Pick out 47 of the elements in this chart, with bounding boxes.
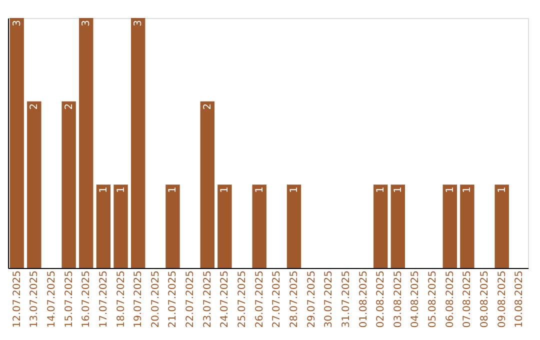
data-label: 1: [98, 186, 110, 194]
x-tick-label: 17.07.2025: [98, 270, 110, 328]
data-label: 2: [64, 103, 75, 110]
data-label: 1: [496, 186, 508, 194]
x-tick-label: 05.08.2025: [428, 270, 439, 328]
x-tick-label: 23.07.2025: [202, 270, 214, 328]
x-tick-label: 22.07.2025: [185, 270, 196, 328]
x-tick-label: 18.07.2025: [116, 270, 127, 328]
data-label: 1: [392, 186, 404, 194]
data-label: 1: [254, 186, 266, 194]
x-tick-label: 04.08.2025: [410, 270, 422, 328]
x-tick-label: 30.07.2025: [324, 270, 335, 328]
x-tick-label: 20.07.2025: [150, 270, 162, 328]
data-label: 1: [376, 186, 387, 194]
x-tick-label: 21.07.2025: [168, 270, 179, 328]
data-label: 2: [202, 103, 214, 110]
x-tick-label: 27.07.2025: [272, 270, 283, 328]
data-label: 3: [81, 20, 92, 26]
x-tick-label: 01.08.2025: [358, 270, 370, 328]
data-label: 1: [220, 186, 231, 194]
x-tick-label: 15.07.2025: [64, 270, 75, 328]
x-tick-label: 08.08.2025: [480, 270, 491, 328]
data-label: 1: [168, 186, 179, 194]
x-tick-label: 12.07.2025: [12, 270, 23, 328]
x-tick-label: 26.07.2025: [254, 270, 266, 328]
x-tick-label: 14.07.2025: [46, 270, 58, 328]
x-tick-label: 29.07.2025: [306, 270, 318, 328]
x-tick-label: 03.08.2025: [392, 270, 404, 328]
x-tick-label: 24.07.2025: [220, 270, 231, 328]
x-tick-label: 31.07.2025: [340, 270, 352, 328]
data-label: 2: [29, 103, 40, 110]
data-label: 1: [116, 186, 127, 194]
x-tick-label: 07.08.2025: [462, 270, 474, 328]
x-tick-label: 10.08.2025: [514, 270, 526, 328]
x-tick-label: 19.07.2025: [133, 270, 144, 328]
x-tick-label: 09.08.2025: [496, 270, 508, 328]
data-label: 3: [12, 20, 23, 26]
data-label: 3: [133, 20, 144, 26]
x-tick-label: 28.07.2025: [288, 270, 300, 328]
x-tick-label: 13.07.2025: [29, 270, 40, 328]
data-label: 1: [288, 186, 300, 194]
x-tick-label: 02.08.2025: [376, 270, 387, 328]
data-label: 1: [444, 186, 456, 194]
x-tick-label: 16.07.2025: [81, 270, 92, 328]
x-tick-label: 25.07.2025: [237, 270, 248, 328]
data-label: 1: [462, 186, 474, 194]
x-tick-label: 06.08.2025: [444, 270, 456, 328]
